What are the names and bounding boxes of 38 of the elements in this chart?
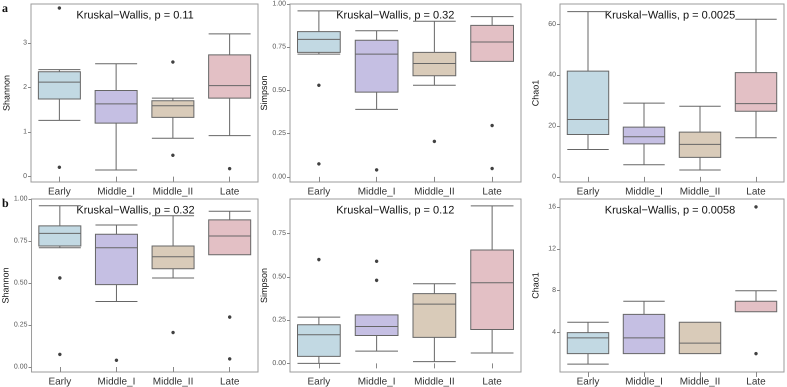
- x-tick-label: Early: [307, 186, 330, 198]
- x-tick-label: Early: [576, 376, 600, 387]
- y-axis-title: Chao1: [530, 80, 540, 106]
- annotation: Kruskal−Wallis, p = 0.32: [76, 204, 195, 216]
- x-tick-label: Middle_II: [414, 186, 455, 198]
- x-tick-label: Middle_I: [625, 186, 663, 198]
- y-axis-title: Shannon: [0, 267, 10, 304]
- x-tick-label: Late: [220, 186, 240, 198]
- annotation: Kruskal−Wallis, p = 0.0025: [604, 10, 736, 22]
- annotation: Kruskal−Wallis, p = 0.32: [336, 10, 454, 22]
- x-tick-label: Late: [746, 376, 766, 387]
- x-tick-label: Middle_II: [152, 376, 194, 387]
- x-tick-label: Middle_I: [625, 376, 663, 387]
- x-tick-label: Early: [48, 186, 71, 198]
- annotation: Kruskal−Wallis, p = 0.11: [76, 10, 194, 22]
- x-tick-label: Early: [576, 186, 600, 198]
- x-tick-label: Middle_I: [97, 186, 136, 198]
- x-tick-label: Late: [220, 376, 240, 387]
- x-tick-label: Middle_II: [680, 376, 720, 387]
- text: a: [2, 1, 8, 15]
- x-tick-label: Late: [482, 186, 502, 198]
- x-tick-label: Middle_I: [358, 186, 396, 198]
- x-tick-label: Middle_I: [98, 376, 136, 387]
- y-axis-title: Shannon: [2, 74, 12, 112]
- y-axis-title: Simpson: [258, 75, 269, 111]
- x-tick-label: Early: [307, 376, 330, 387]
- x-tick-label: Middle_II: [414, 376, 455, 387]
- x-tick-label: Early: [48, 376, 72, 387]
- x-tick-label: Middle_II: [152, 186, 194, 198]
- x-tick-label: Middle_II: [680, 186, 720, 198]
- x-tick-label: Middle_I: [358, 376, 396, 387]
- y-axis-title: Chao1: [530, 272, 540, 299]
- x-tick-label: Late: [746, 186, 766, 198]
- annotation: Kruskal−Wallis, p = 0.0058: [604, 204, 736, 216]
- y-axis-title: Simpson: [258, 268, 269, 304]
- text: b: [2, 196, 9, 210]
- x-tick-label: Late: [482, 376, 502, 387]
- annotation: Kruskal−Wallis, p = 0.12: [336, 204, 454, 216]
